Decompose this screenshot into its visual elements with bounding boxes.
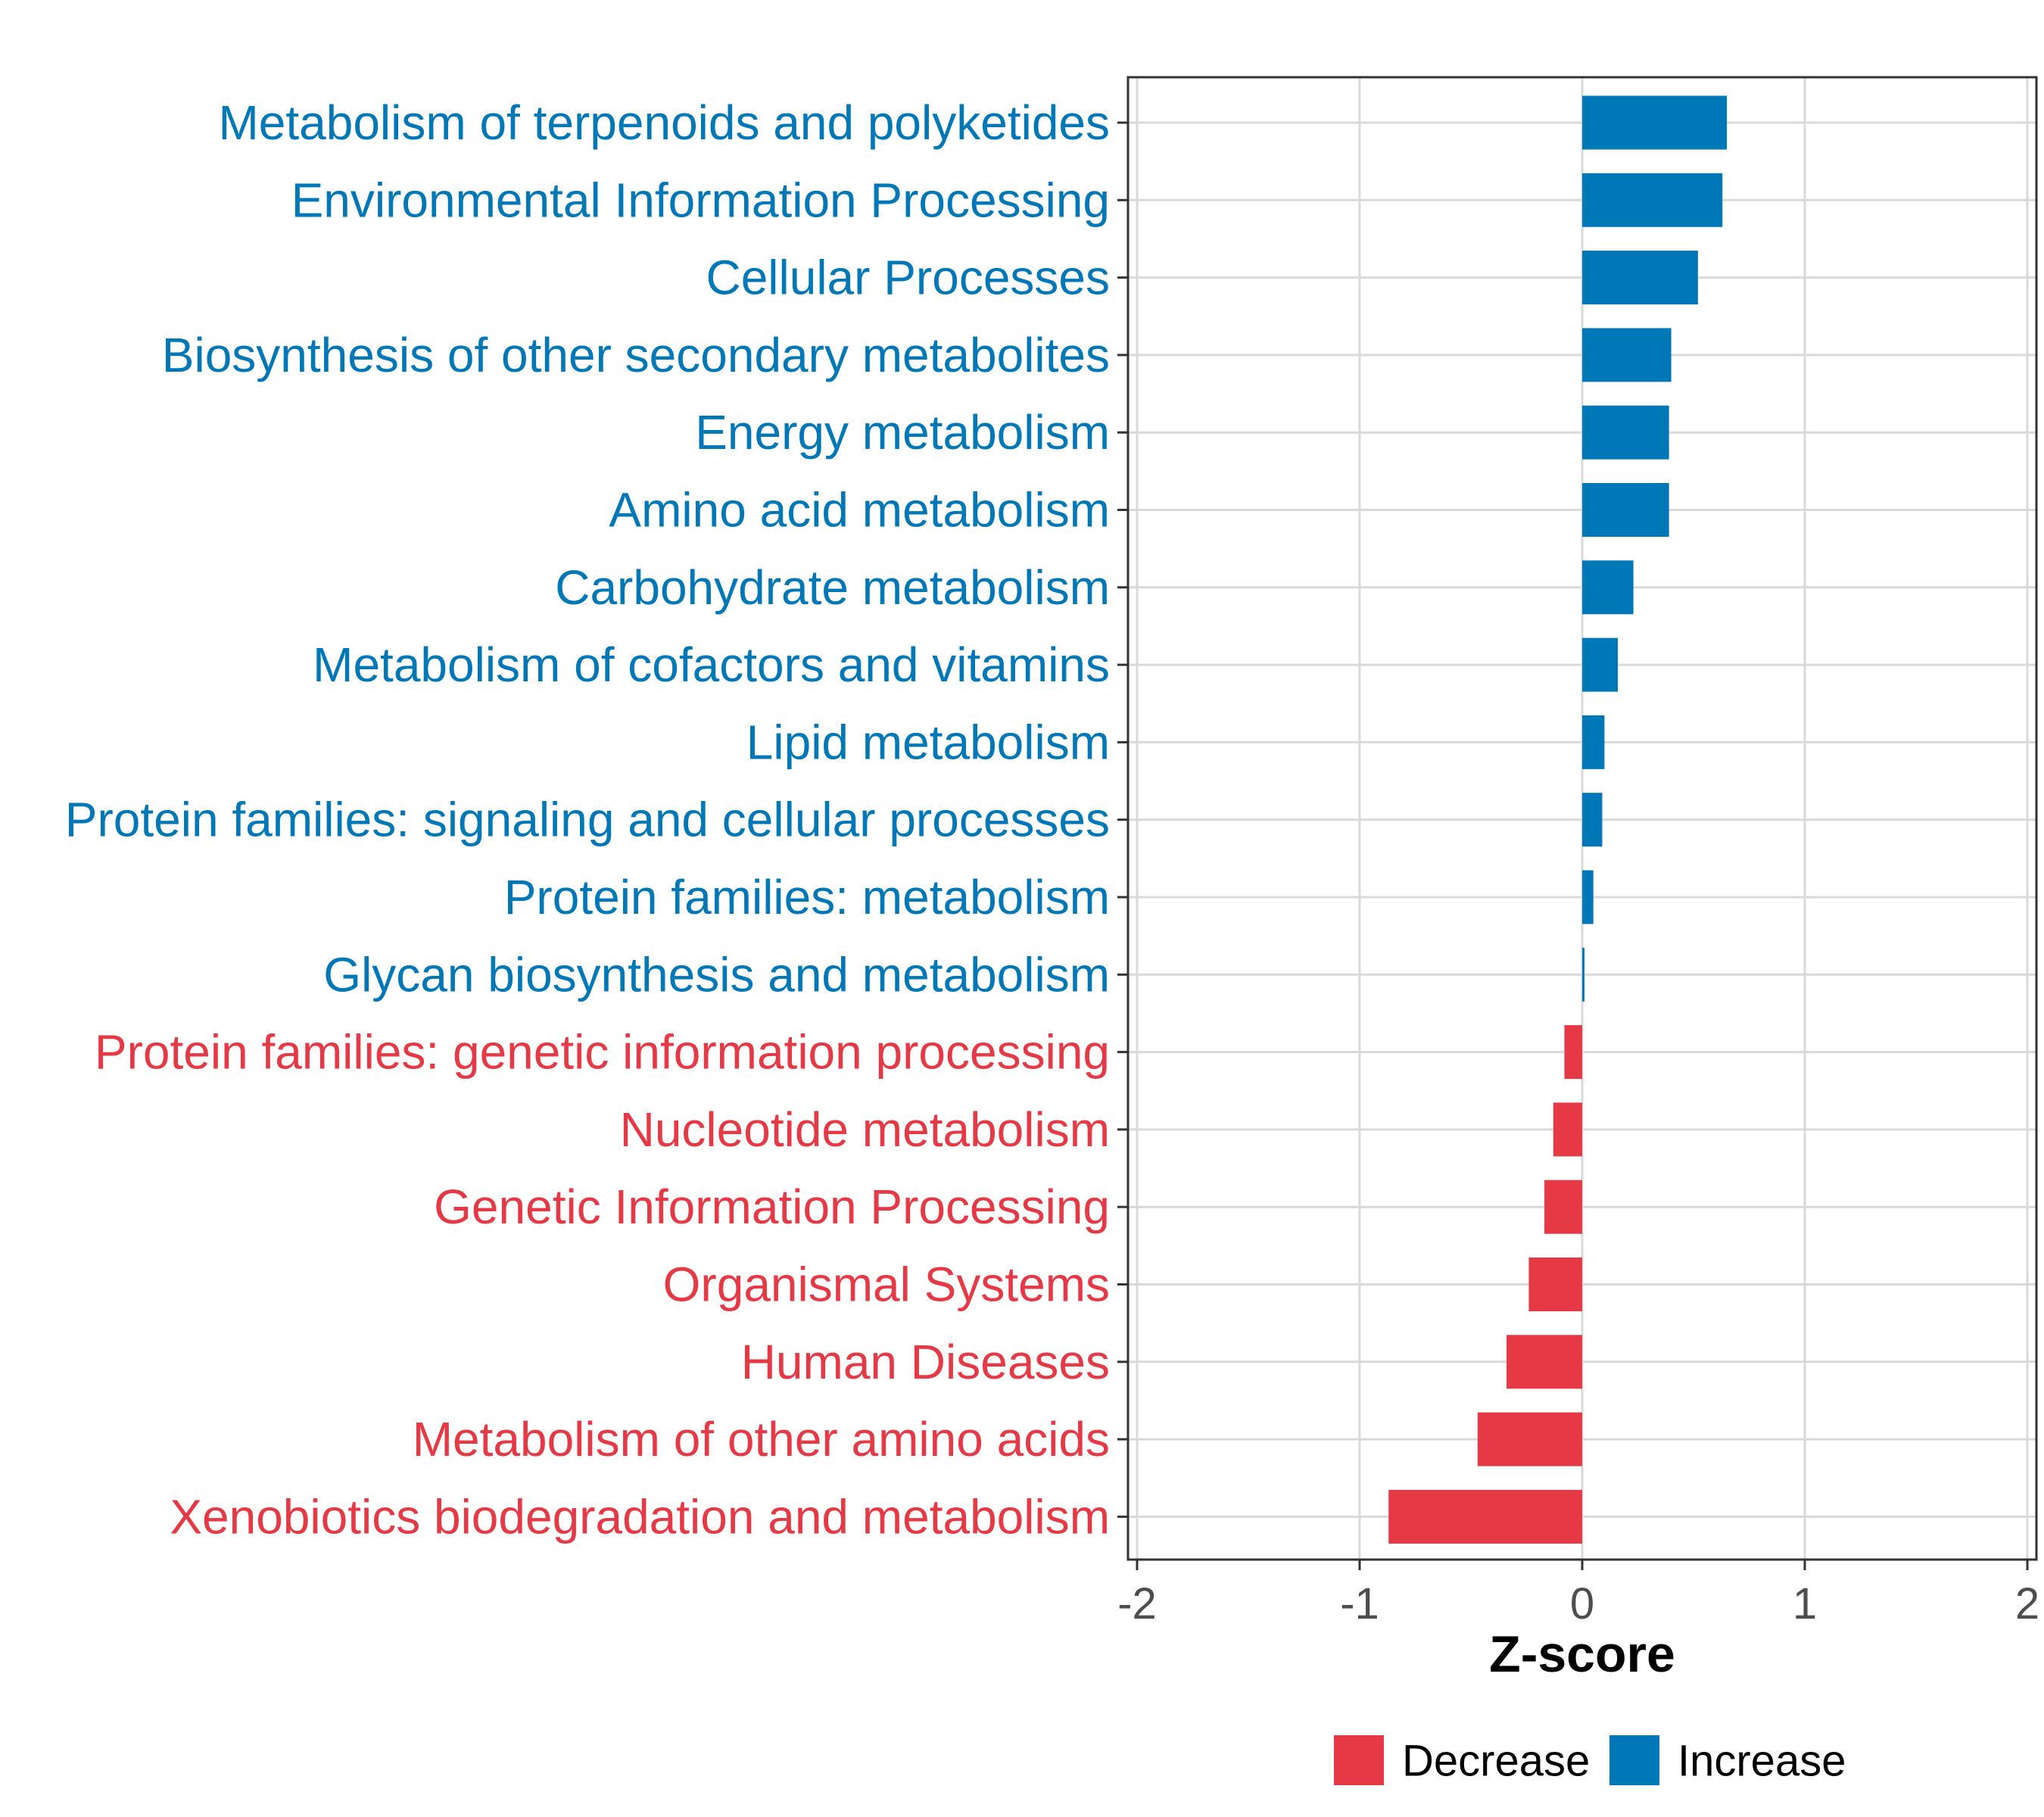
category-label: Environmental Information Processing (291, 173, 1110, 227)
category-label: Carbohydrate metabolism (555, 560, 1110, 615)
bar (1582, 173, 1723, 227)
x-tick-label: -1 (1340, 1579, 1379, 1628)
category-label: Nucleotide metabolism (620, 1102, 1110, 1157)
legend-label-increase: Increase (1678, 1737, 1846, 1786)
x-tick-labels: -2 -1 0 1 2 (1117, 1579, 2039, 1628)
category-label: Glycan biosynthesis and metabolism (323, 947, 1110, 1002)
category-label: Amino acid metabolism (609, 483, 1110, 538)
category-label: Biosynthesis of other secondary metaboli… (162, 328, 1110, 382)
category-label: Protein families: signaling and cellular… (65, 793, 1110, 847)
x-tick-label: -2 (1117, 1579, 1157, 1628)
bar (1582, 715, 1605, 769)
category-label: Cellular Processes (706, 251, 1110, 305)
category-label: Energy metabolism (695, 405, 1110, 460)
category-label: Metabolism of terpenoids and polyketides (218, 95, 1110, 150)
category-label: Organismal Systems (663, 1258, 1110, 1312)
bar (1564, 1025, 1582, 1080)
category-label: Xenobiotics biodegradation and metabolis… (170, 1489, 1110, 1544)
bar (1528, 1258, 1582, 1311)
bar (1582, 328, 1672, 382)
bar (1388, 1489, 1582, 1544)
legend-label-decrease: Decrease (1402, 1737, 1590, 1786)
category-label: Human Diseases (741, 1335, 1110, 1389)
category-label: Metabolism of other amino acids (413, 1412, 1110, 1466)
category-label: Metabolism of cofactors and vitamins (313, 637, 1110, 692)
bar (1582, 405, 1669, 460)
bar (1582, 870, 1594, 924)
legend-swatch-increase (1609, 1735, 1659, 1785)
legend-swatch-decrease (1334, 1735, 1384, 1785)
bar (1477, 1412, 1582, 1466)
x-tick-label: 2 (2015, 1579, 2039, 1628)
bar (1582, 483, 1669, 537)
bars (1388, 95, 1728, 1544)
legend: Decrease Increase (1334, 1735, 1846, 1786)
bar (1582, 637, 1619, 692)
category-label: Protein families: genetic information pr… (95, 1025, 1110, 1080)
axis-ticks (1117, 121, 2029, 1570)
category-label: Protein families: metabolism (504, 870, 1110, 924)
x-tick-label: 1 (1793, 1579, 1817, 1628)
bar (1582, 251, 1698, 305)
category-label: Genetic Information Processing (434, 1180, 1110, 1234)
x-axis-title: Z-score (1489, 1625, 1675, 1683)
bar (1553, 1102, 1582, 1157)
category-label: Lipid metabolism (746, 715, 1110, 769)
bar (1582, 95, 1728, 150)
x-tick-label: 0 (1570, 1579, 1594, 1628)
bar (1507, 1335, 1582, 1389)
bar (1582, 793, 1603, 847)
bar (1582, 560, 1634, 615)
bar (1582, 947, 1584, 1002)
bar (1544, 1180, 1582, 1234)
category-labels: Metabolism of terpenoids and polyketides… (65, 95, 1110, 1544)
